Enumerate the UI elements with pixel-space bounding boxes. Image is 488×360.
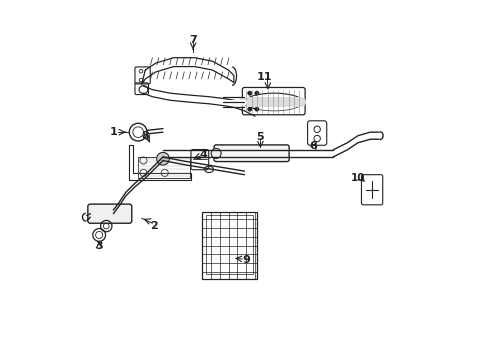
Text: 8: 8 xyxy=(141,131,149,141)
Circle shape xyxy=(254,91,259,95)
Text: 7: 7 xyxy=(189,35,197,45)
Text: 11: 11 xyxy=(256,72,271,82)
Text: 10: 10 xyxy=(350,173,365,183)
FancyBboxPatch shape xyxy=(214,145,288,162)
Circle shape xyxy=(211,148,221,158)
Text: 3: 3 xyxy=(95,240,103,251)
Text: 1: 1 xyxy=(109,127,117,137)
Text: 5: 5 xyxy=(256,132,264,143)
Text: 4: 4 xyxy=(200,150,207,160)
Circle shape xyxy=(156,152,169,165)
Circle shape xyxy=(254,107,259,111)
Text: 9: 9 xyxy=(242,255,250,265)
FancyBboxPatch shape xyxy=(88,204,132,223)
Text: 6: 6 xyxy=(309,141,317,151)
Text: 2: 2 xyxy=(150,221,158,231)
Circle shape xyxy=(247,91,251,95)
Circle shape xyxy=(247,107,251,111)
